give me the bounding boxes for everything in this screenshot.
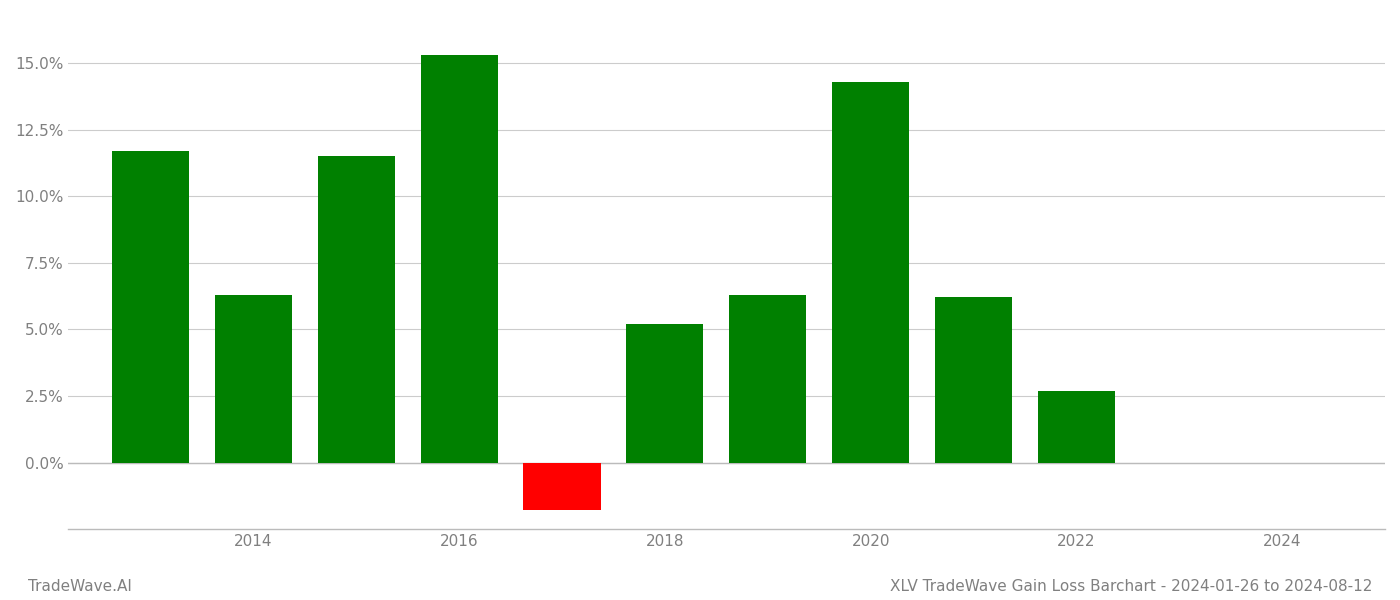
Bar [112,151,189,463]
Bar [318,156,395,463]
Bar [1037,391,1114,463]
Bar [214,295,293,463]
Bar [420,55,498,463]
Bar [524,463,601,511]
Bar [729,295,806,463]
Text: XLV TradeWave Gain Loss Barchart - 2024-01-26 to 2024-08-12: XLV TradeWave Gain Loss Barchart - 2024-… [889,579,1372,594]
Bar [832,82,909,463]
Bar [626,324,703,463]
Bar [935,298,1012,463]
Text: TradeWave.AI: TradeWave.AI [28,579,132,594]
